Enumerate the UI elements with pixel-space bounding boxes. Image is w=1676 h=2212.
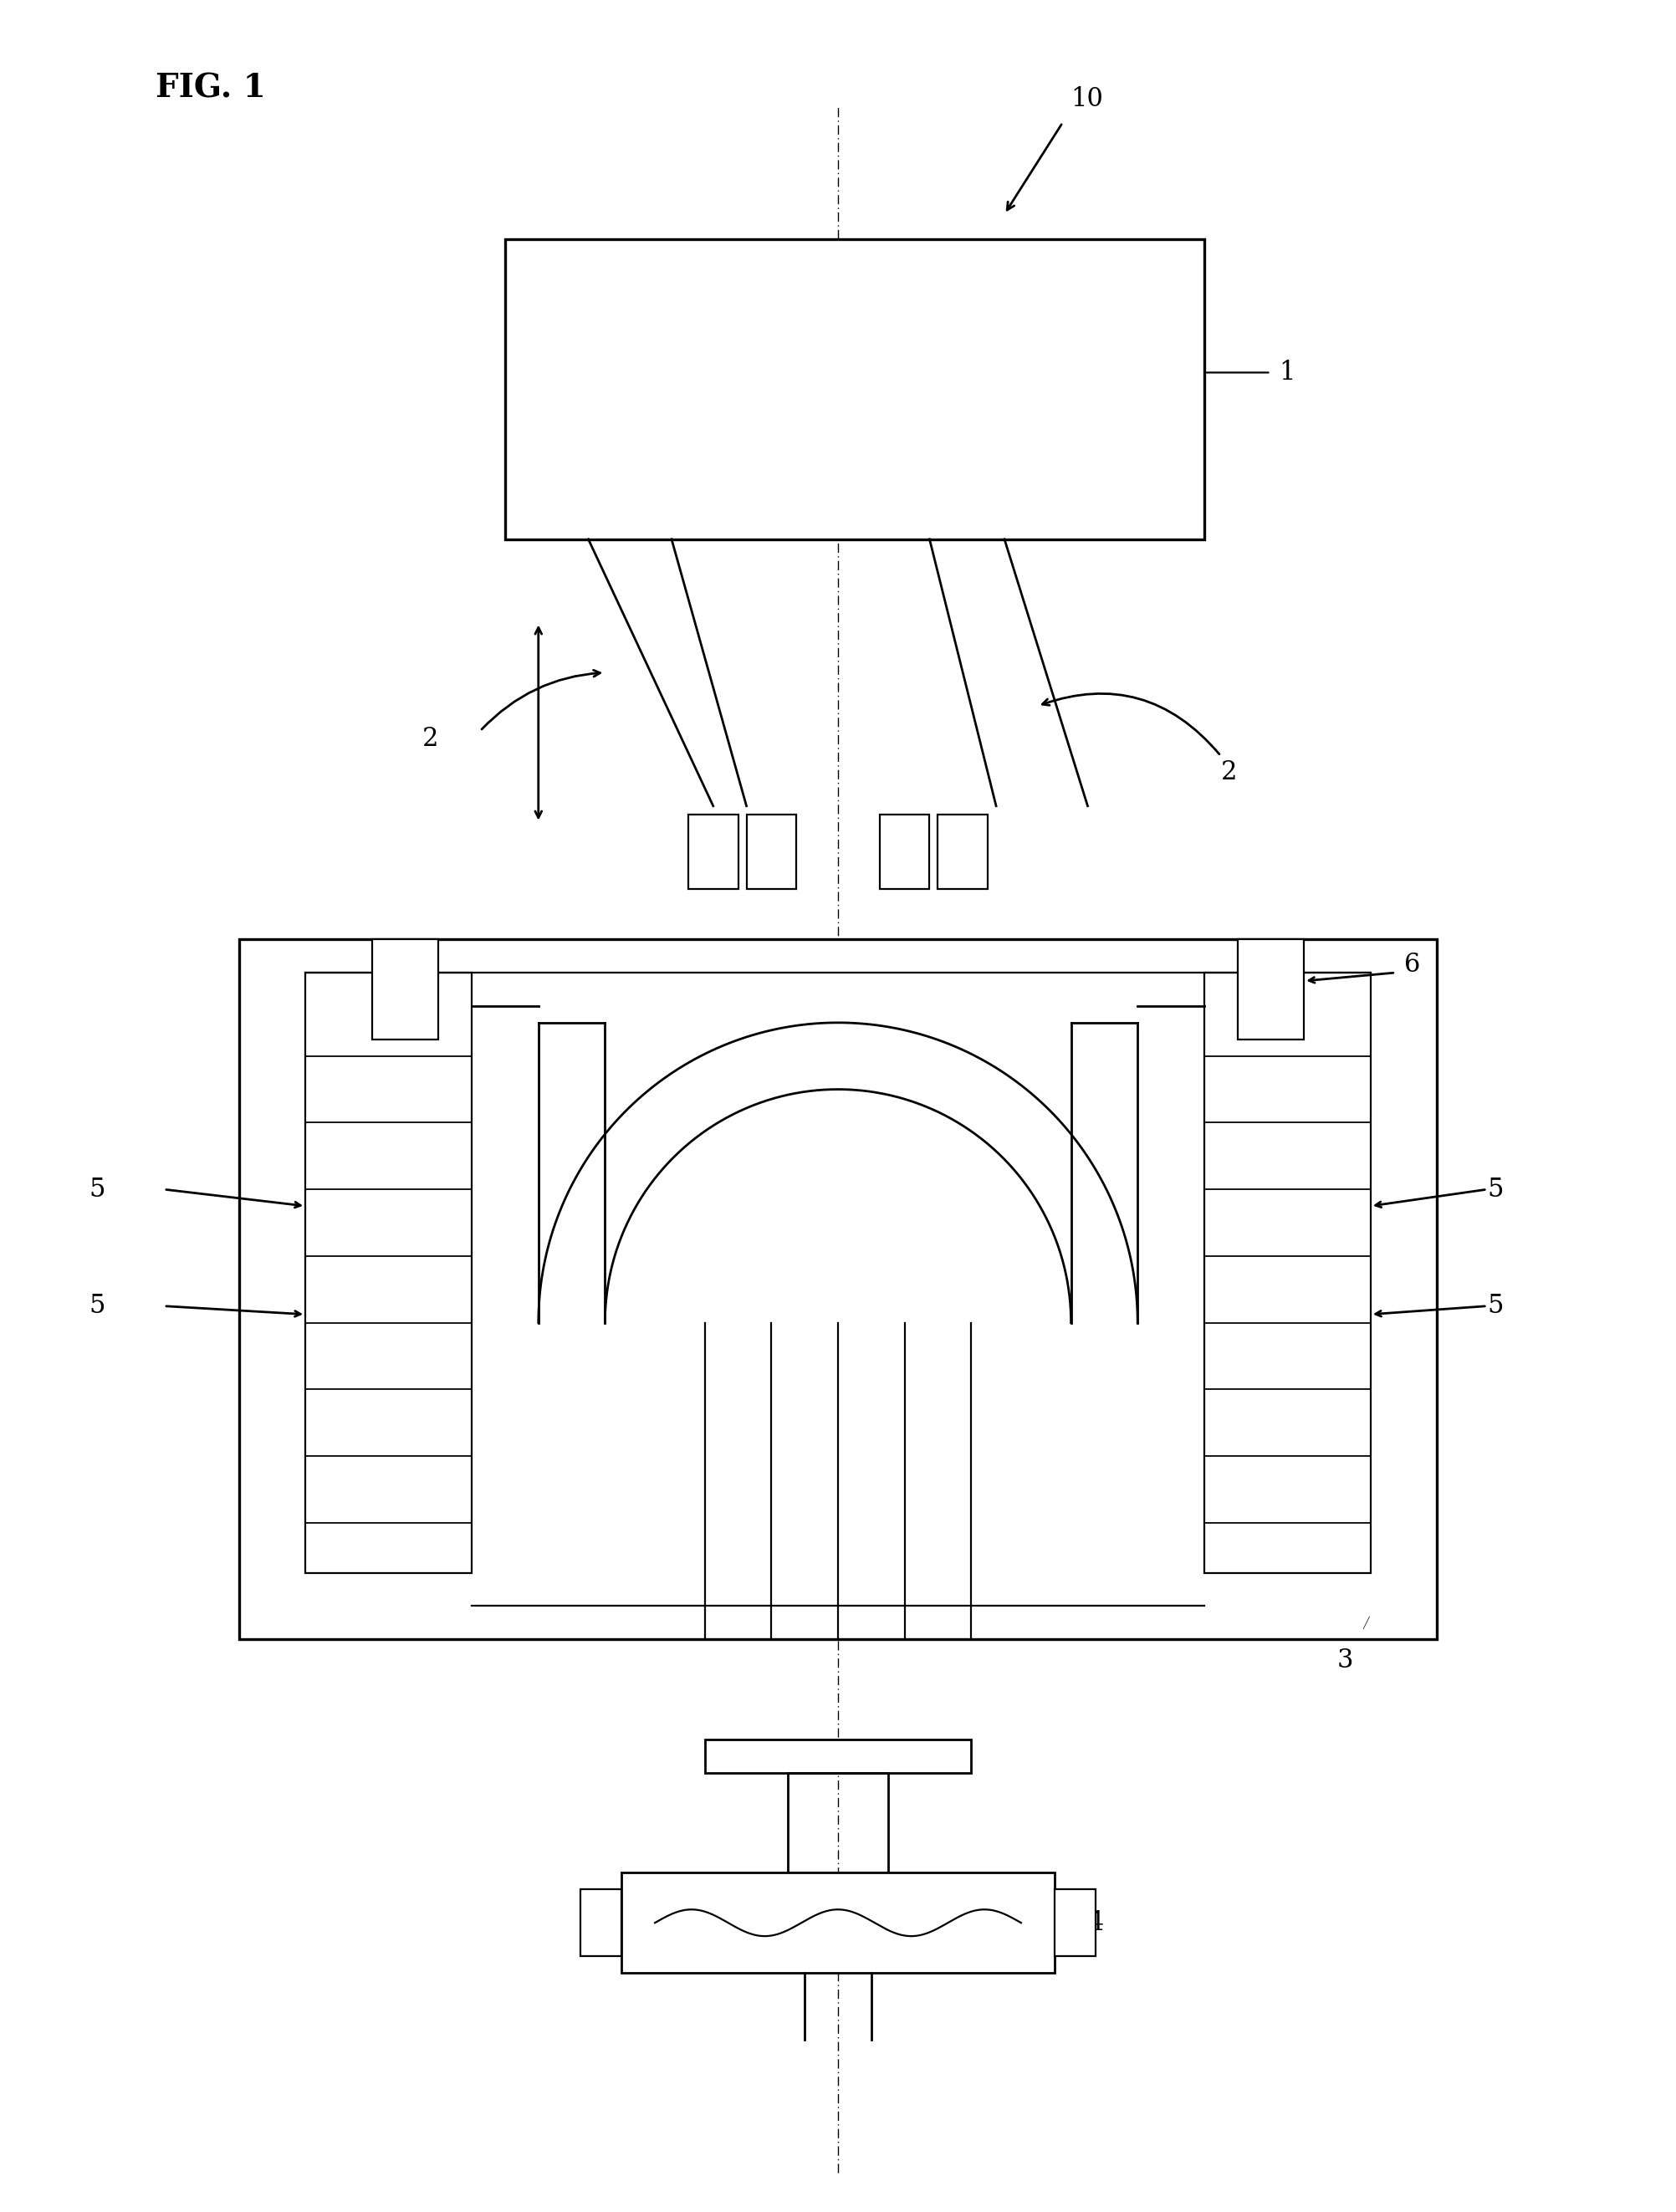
Text: 3: 3 <box>1337 1648 1354 1674</box>
Bar <box>372 940 439 1040</box>
Bar <box>706 1739 970 1772</box>
Bar <box>1237 940 1304 1040</box>
Bar <box>939 814 987 889</box>
Bar <box>622 1874 1054 1973</box>
Text: 5: 5 <box>89 1294 106 1318</box>
Bar <box>504 239 1203 540</box>
Text: FIG. 1: FIG. 1 <box>156 73 266 104</box>
Bar <box>238 940 1438 1639</box>
Text: 4: 4 <box>1088 1909 1104 1936</box>
Text: 6: 6 <box>1404 951 1420 978</box>
Text: 10: 10 <box>1071 86 1103 111</box>
Text: 5: 5 <box>1487 1177 1503 1203</box>
Text: 5: 5 <box>89 1177 106 1203</box>
Text: 5: 5 <box>1487 1294 1503 1318</box>
Bar <box>580 1889 622 1955</box>
Bar <box>880 814 930 889</box>
Bar <box>1203 973 1371 1573</box>
Bar <box>689 814 737 889</box>
Bar <box>1054 1889 1096 1955</box>
Bar <box>305 973 473 1573</box>
Text: 2: 2 <box>1220 759 1237 785</box>
Text: 1: 1 <box>1279 361 1296 385</box>
Bar <box>746 814 796 889</box>
Text: 2: 2 <box>422 726 437 752</box>
